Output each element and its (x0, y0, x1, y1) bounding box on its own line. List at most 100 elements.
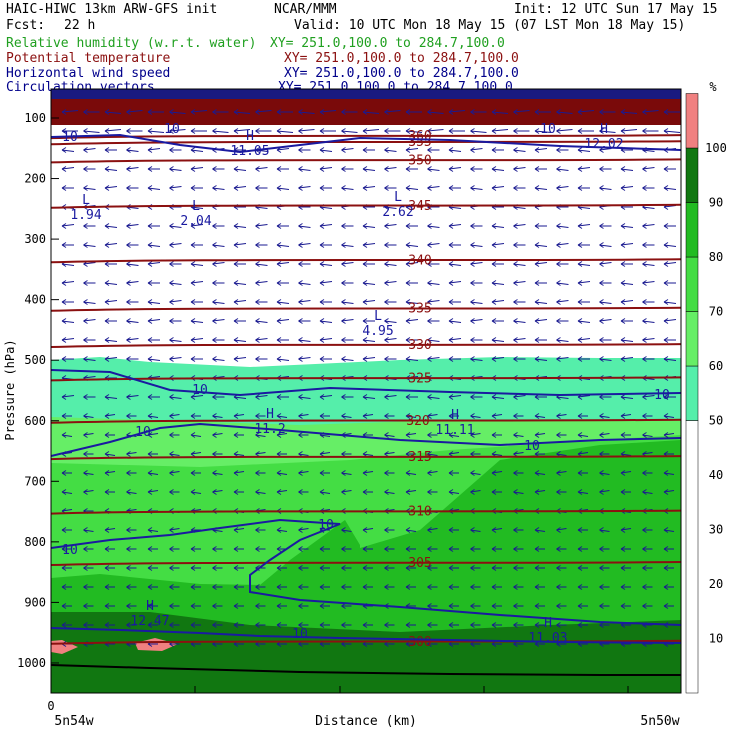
wind-vector (620, 489, 631, 495)
wind-vector (298, 337, 311, 343)
wind-vector (642, 546, 653, 552)
wind-vector (448, 166, 462, 172)
wind-vector (491, 147, 504, 153)
wind-vector (384, 166, 397, 172)
wind-vector (384, 413, 395, 419)
wind-vector (470, 166, 483, 172)
wind-vector (233, 356, 247, 362)
wind-vector (448, 413, 459, 419)
wind-vector (83, 489, 94, 495)
wind-vector (104, 584, 115, 590)
wind-vector (427, 185, 440, 191)
wind-vector (663, 261, 677, 267)
wind-vector (427, 318, 440, 324)
wind-vector (620, 432, 631, 438)
y-tick-label: 600 (24, 414, 46, 428)
wind-vector (620, 565, 631, 571)
wind-vector (83, 432, 94, 438)
wind-vector (319, 128, 336, 134)
wind-vector (341, 318, 354, 324)
theta-label: 350 (408, 153, 431, 168)
theta-contour (51, 134, 681, 140)
wind-vector (319, 603, 330, 609)
wind-vector (147, 242, 161, 248)
wind-vector (169, 185, 182, 191)
colorbar: 10 20 30 40 50 60 70 80 90 100 (685, 93, 727, 694)
wind-vector (534, 299, 548, 305)
theta-contour (51, 140, 681, 146)
wind-vector (61, 166, 75, 172)
wind-vector (341, 261, 354, 267)
wind-vector (534, 432, 546, 438)
theta-label: 315 (408, 450, 431, 465)
theta-label: 310 (408, 505, 431, 520)
wind-vector (405, 527, 417, 533)
wind-vector (341, 413, 352, 419)
wind-vector (298, 318, 311, 324)
wind-vector (298, 603, 309, 609)
wind-vector (319, 565, 330, 571)
wind-vector (298, 261, 311, 267)
extremum-marker: L (82, 193, 90, 208)
wind-vector (599, 223, 612, 229)
field-name-wind: Horizontal wind speed (6, 66, 171, 81)
wind-vector (362, 223, 376, 229)
wind-vector (513, 223, 526, 229)
fcst-value: 22 h (64, 18, 96, 33)
wind-vector (491, 337, 505, 343)
wind-vector (470, 109, 487, 115)
wind-vector (83, 299, 96, 305)
extremum-value: 12.47 (130, 614, 169, 629)
wind-vector (255, 261, 268, 267)
wind-vector (599, 603, 610, 609)
wind-vector (470, 413, 481, 419)
wind-vector (83, 147, 96, 153)
wind-vector (642, 261, 655, 267)
wind-vector (405, 299, 419, 305)
theta-label: 340 (408, 253, 431, 268)
wind-vector (427, 356, 440, 362)
wind-vector (556, 261, 569, 267)
wind-vector (384, 280, 397, 286)
wind-vector (663, 299, 677, 305)
field-name-rh: Relative humidity (w.r.t. water) (6, 36, 257, 51)
wind-vector (513, 489, 524, 495)
wind-vector (620, 603, 631, 609)
wind-vector (147, 622, 158, 628)
wind-vector (534, 166, 547, 172)
wind-vector (255, 318, 268, 324)
wind-vector (384, 128, 401, 134)
wind-vector (276, 565, 287, 571)
wind-vector (405, 223, 418, 229)
wind-vector (61, 489, 73, 495)
wind-vector (663, 432, 675, 438)
wind-vector (212, 109, 229, 115)
wind-vector (190, 356, 203, 362)
wind-vector (534, 622, 545, 628)
wind-vector (212, 128, 229, 134)
wind-vector (190, 318, 204, 324)
wind-vector (427, 242, 440, 248)
wind-vector (491, 432, 502, 438)
wind-vector (126, 242, 139, 248)
wind-vector (83, 318, 96, 324)
wind-vector (190, 128, 207, 134)
wind-vector (104, 565, 115, 571)
wind-vector (61, 185, 74, 191)
y-tick-label: 200 (24, 172, 46, 186)
wind-vector (556, 432, 567, 438)
theta-contour (51, 509, 681, 515)
wind-vector (319, 261, 333, 267)
wind-vector (470, 432, 481, 438)
wind-vector (147, 185, 161, 191)
extremum-marker: H (451, 408, 459, 423)
wind-vector (448, 109, 466, 115)
wind-vector (255, 394, 268, 400)
wind-vector (298, 128, 315, 134)
wind-vector (599, 109, 616, 115)
wind-vector (255, 109, 272, 115)
wind-vector (534, 470, 546, 476)
wind-vector (556, 185, 569, 191)
valid-time: Valid: 10 UTC Mon 18 May 15 (07 LST Mon … (294, 18, 686, 33)
